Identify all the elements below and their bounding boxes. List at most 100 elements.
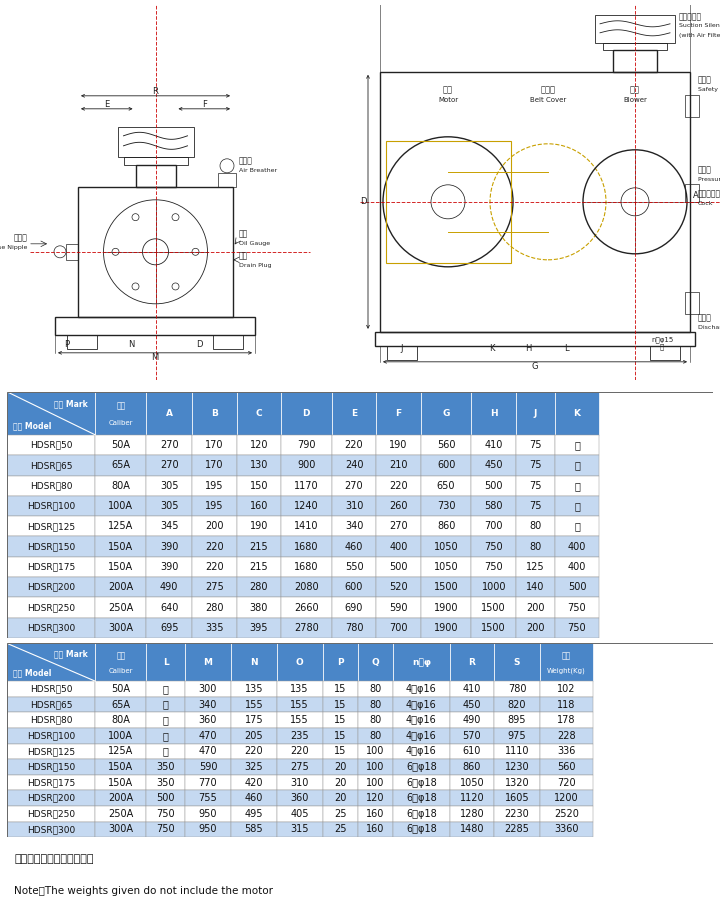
Bar xyxy=(393,775,449,790)
Bar xyxy=(231,697,276,712)
Text: K: K xyxy=(573,409,580,418)
Bar xyxy=(449,822,494,837)
Bar xyxy=(146,455,192,475)
Bar xyxy=(554,516,599,537)
Text: 1170: 1170 xyxy=(294,481,319,491)
Bar xyxy=(231,712,276,728)
Text: 壓力表開關: 壓力表開關 xyxy=(698,189,720,198)
Text: 345: 345 xyxy=(160,521,179,531)
Text: 20: 20 xyxy=(334,793,346,803)
Text: 102: 102 xyxy=(557,684,575,694)
Text: 215: 215 xyxy=(249,541,268,552)
Bar xyxy=(236,597,281,618)
Text: 1500: 1500 xyxy=(433,582,459,592)
Text: K: K xyxy=(489,344,495,353)
Bar xyxy=(494,822,540,837)
Text: 160: 160 xyxy=(366,824,384,834)
Text: (with Air Filter): (with Air Filter) xyxy=(679,33,720,38)
Bar xyxy=(7,455,95,475)
Bar xyxy=(540,775,593,790)
Text: 80A: 80A xyxy=(112,481,130,491)
Text: 50A: 50A xyxy=(112,440,130,450)
Text: 1000: 1000 xyxy=(482,582,506,592)
Bar xyxy=(7,806,95,822)
Bar xyxy=(323,822,358,837)
Text: －: － xyxy=(163,747,168,757)
Bar xyxy=(236,516,281,537)
Text: 700: 700 xyxy=(485,521,503,531)
Text: －: － xyxy=(574,461,580,471)
Text: 150A: 150A xyxy=(108,762,133,772)
Bar xyxy=(540,790,593,806)
Bar xyxy=(540,643,593,681)
Bar xyxy=(146,392,192,435)
Text: 336: 336 xyxy=(557,747,575,757)
Text: 500: 500 xyxy=(568,582,586,592)
Text: 1230: 1230 xyxy=(505,762,529,772)
Text: 2230: 2230 xyxy=(505,809,529,819)
Bar xyxy=(281,557,332,577)
Text: H: H xyxy=(490,409,498,418)
Text: －: － xyxy=(574,501,580,511)
Text: 470: 470 xyxy=(199,730,217,741)
Text: 195: 195 xyxy=(205,481,223,491)
Bar xyxy=(185,728,231,744)
Text: 215: 215 xyxy=(249,562,268,572)
Bar xyxy=(7,643,95,681)
Text: 340: 340 xyxy=(345,521,363,531)
Text: E: E xyxy=(351,409,357,418)
Text: 650: 650 xyxy=(437,481,455,491)
Bar xyxy=(377,435,420,455)
Bar xyxy=(146,597,192,618)
Bar xyxy=(95,697,146,712)
Bar xyxy=(281,475,332,496)
Bar xyxy=(281,455,332,475)
Text: 315: 315 xyxy=(290,824,309,834)
Text: 1605: 1605 xyxy=(505,793,529,803)
Bar xyxy=(393,643,449,681)
Bar xyxy=(358,806,393,822)
Bar xyxy=(95,618,146,638)
Bar xyxy=(540,728,593,744)
Text: 口徑: 口徑 xyxy=(116,401,125,410)
Bar xyxy=(7,822,95,837)
Bar xyxy=(7,618,95,638)
Bar xyxy=(146,577,192,597)
Bar xyxy=(358,697,393,712)
Text: 310: 310 xyxy=(345,501,363,511)
Bar xyxy=(95,806,146,822)
Bar xyxy=(540,681,593,697)
Bar xyxy=(516,537,554,557)
Bar xyxy=(281,597,332,618)
Bar xyxy=(420,597,472,618)
Bar xyxy=(377,577,420,597)
Text: 450: 450 xyxy=(462,700,481,710)
Text: R: R xyxy=(469,658,475,667)
Text: 25: 25 xyxy=(334,809,346,819)
Text: 1500: 1500 xyxy=(482,623,506,633)
Text: 20: 20 xyxy=(334,762,346,772)
Bar xyxy=(192,597,236,618)
Bar xyxy=(236,577,281,597)
Bar xyxy=(7,392,95,435)
Text: HDSR－300: HDSR－300 xyxy=(27,624,76,633)
Bar xyxy=(650,346,680,360)
Bar xyxy=(55,317,255,335)
Text: D: D xyxy=(302,409,310,418)
Text: 2285: 2285 xyxy=(505,824,529,834)
Text: 790: 790 xyxy=(297,440,315,450)
Bar xyxy=(323,643,358,681)
Bar xyxy=(449,697,494,712)
Text: n－φ: n－φ xyxy=(412,658,431,667)
Bar xyxy=(7,597,95,618)
Bar xyxy=(516,455,554,475)
Bar xyxy=(393,790,449,806)
Bar xyxy=(420,516,472,537)
Bar xyxy=(276,759,323,775)
Text: S: S xyxy=(532,0,538,1)
Text: 4－φ16: 4－φ16 xyxy=(406,715,437,725)
Text: 80: 80 xyxy=(369,700,382,710)
Bar xyxy=(420,475,472,496)
Text: 750: 750 xyxy=(485,541,503,552)
Text: H: H xyxy=(526,344,532,353)
